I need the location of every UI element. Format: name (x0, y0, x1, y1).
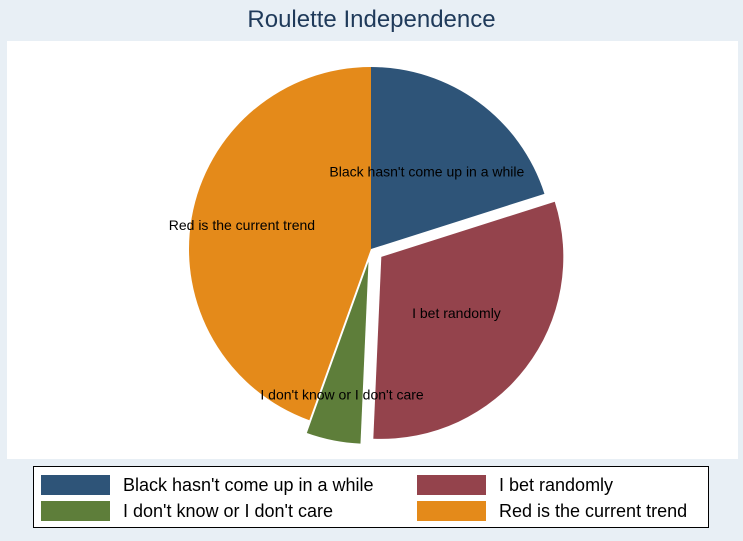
legend-item-dont-know: I don't know or I don't care (41, 500, 333, 522)
slice-red-trend-label: Red is the current trend (169, 217, 315, 233)
slice-black-label: Black hasn't come up in a while (329, 163, 524, 179)
legend-label-red-trend: Red is the current trend (499, 500, 688, 521)
slice-red-trend (189, 67, 371, 421)
legend-swatch-black (41, 475, 110, 495)
legend-swatch-red-trend (417, 501, 486, 521)
slice-random (373, 201, 564, 439)
slice-random-label: I bet randomly (412, 305, 501, 321)
plot-area: Black hasn't come up in a while I bet ran… (7, 41, 738, 459)
legend-swatch-dont-know (41, 501, 110, 521)
legend-item-random: I bet randomly (417, 474, 613, 496)
slice-dont-know-label: I don't know or I don't care (260, 386, 424, 402)
legend-label-dont-know: I don't know or I don't care (123, 500, 333, 521)
legend-item-black: Black hasn't come up in a while (41, 474, 374, 496)
chart-title: Roulette Independence (247, 6, 496, 33)
legend-label-random: I bet randomly (499, 474, 614, 495)
legend-swatch-random (417, 475, 486, 495)
legend-item-red-trend: Red is the current trend (417, 500, 687, 522)
slice-dont-know (306, 261, 369, 444)
legend-label-black: Black hasn't come up in a while (123, 474, 374, 495)
pie-chart: Black hasn't come up in a while I bet ran… (169, 67, 564, 444)
legend: Black hasn't come up in a while I bet ra… (33, 466, 709, 528)
slice-black (371, 67, 545, 249)
